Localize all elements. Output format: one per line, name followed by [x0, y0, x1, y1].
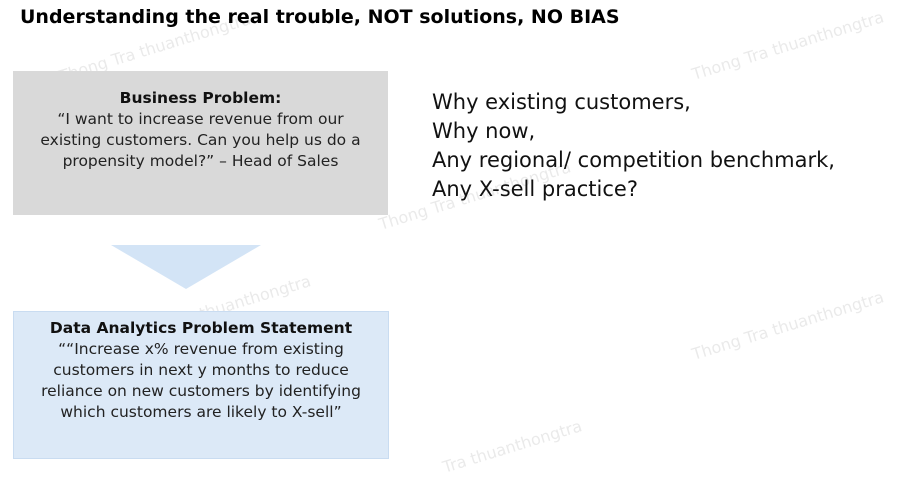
question-item: Any regional/ competition benchmark,: [432, 148, 835, 172]
question-item: Any X-sell practice?: [432, 177, 638, 201]
question-item: Why existing customers,: [432, 90, 691, 114]
watermark: Thong Tra thuanthongtra: [689, 7, 887, 84]
data-problem-heading: Data Analytics Problem Statement: [49, 319, 353, 337]
watermark: Thong Tra thuanthongtra: [689, 287, 887, 364]
business-problem-heading: Business Problem:: [119, 89, 282, 107]
down-arrow-icon: [111, 245, 261, 289]
watermark: Tra thuanthongtra: [440, 416, 585, 477]
question-item: Why now,: [432, 119, 536, 143]
data-analytics-problem-box: Data Analytics Problem Statement ““Incre…: [13, 311, 389, 459]
questions-list: Why existing customers, Why now, Any reg…: [432, 88, 835, 204]
business-problem-text: “I want to increase revenue from our exi…: [40, 110, 361, 170]
data-problem-text: ““Increase x% revenue from existing cust…: [41, 340, 361, 421]
slide-title: Understanding the real trouble, NOT solu…: [20, 6, 620, 28]
down-arrow-shape: [111, 245, 261, 289]
business-problem-box: Business Problem: “I want to increase re…: [13, 71, 388, 215]
